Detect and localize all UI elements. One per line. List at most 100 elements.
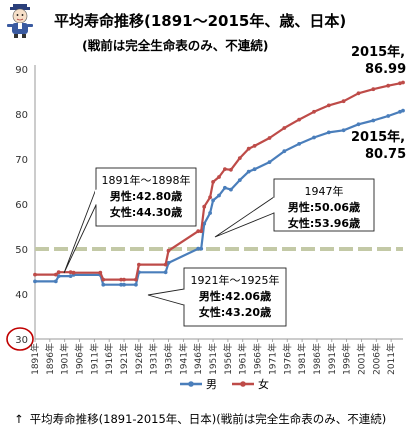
end-label-female: 86.99 [365,62,406,77]
data-point-male [223,185,227,190]
data-point-male [229,187,233,192]
y-tick-label: 50 [15,245,28,256]
data-point-female [223,167,227,172]
data-point-male [371,118,376,123]
x-tick-label: 1941年 [177,343,189,375]
data-point-male [237,178,242,183]
data-point-female [134,277,138,282]
annotation-pointer [214,196,275,238]
caption-text: 平均寿命推移(1891-2015年、日本)(戦前は完全生命表のみ、不連続) [29,412,387,426]
annotation-text: 男性:42.80歳 [110,189,182,203]
legend-marker-female [240,381,246,387]
data-point-female [122,277,126,282]
y-tick-label: 90 [15,65,28,76]
data-point-male [297,142,301,146]
data-point-female [202,204,207,209]
x-tick-label: 1931年 [148,343,160,375]
data-point-female [211,180,216,184]
x-tick-label: 1971年 [266,343,278,375]
up-arrow-icon: ↑ [14,412,24,426]
data-point-male [68,274,73,278]
data-point-female [229,167,233,172]
annotation-pointer [63,188,97,274]
x-tick-label: 1916年 [103,343,115,375]
data-point-male [163,270,168,275]
data-point-female [326,103,331,108]
annotation-box [273,178,375,232]
legend-label-female: 女 [258,377,269,391]
data-point-male [341,128,346,133]
data-point-female [199,229,204,234]
x-tick-label: 1911年 [88,343,100,375]
y-tick-label: 30 [15,335,28,346]
annotation-text: 女性:53.96歳 [288,216,360,230]
x-tick-label: 2006年 [370,343,382,375]
legend-label-male: 男 [206,378,217,391]
data-point-female [401,80,405,85]
data-point-female [386,83,391,88]
x-tick-label: 1996年 [341,343,353,375]
data-point-male [312,135,316,140]
data-point-female [56,270,61,275]
data-point-female [282,126,287,130]
data-point-female [217,175,221,179]
end-label-male: 80.75 [365,147,406,162]
x-tick-label: 1906年 [74,343,86,375]
data-point-female [246,146,251,151]
annotation-text: 女性:44.30歳 [110,205,182,219]
data-point-male [217,193,221,198]
figure-caption: ↑ 平均寿命推移(1891-2015年、日本)(戦前は完全生命表のみ、不連続) [0,407,419,431]
annotation-box [183,267,287,327]
annotation-text: 男性:50.06歳 [288,200,360,214]
data-point-female [371,87,376,92]
data-point-male [211,198,216,203]
x-tick-label: 1986年 [311,343,323,375]
data-point-female [119,277,123,282]
x-tick-label: 1891年 [29,343,41,375]
x-tick-label: 1946年 [192,343,204,375]
x-tick-label: 1961年 [237,343,249,375]
data-point-female [68,270,73,275]
life-expectancy-chart: 平均寿命推移(1891〜2015年、歳、日本) (戦前は完全生命表のみ、不連続)… [6,4,406,391]
data-point-male [246,169,251,174]
highlight-circle [6,327,34,351]
data-point-female [208,195,213,200]
data-point-male [282,149,287,154]
data-point-female [163,262,168,267]
x-tick-label: 1956年 [222,343,234,375]
data-point-female [137,262,141,267]
data-point-male [196,246,201,251]
data-point-female [33,272,37,277]
data-point-male [326,130,331,135]
data-point-female [297,117,301,122]
x-tick-label: 1976年 [281,343,293,375]
data-point-female [71,270,76,275]
end-label-male: 2015年, [351,129,405,145]
data-point-male [101,282,106,287]
data-point-male [33,279,37,284]
legend: 男女 [180,377,269,391]
chart-title: 平均寿命推移(1891〜2015年、歳、日本) [54,12,346,30]
annotation-text: 1921年〜1925年 [191,273,280,287]
data-point-male [53,279,58,284]
x-tick-label: 1991年 [326,343,338,375]
chart-subtitle: (戦前は完全生命表のみ、不連続) [82,38,268,53]
y-tick-label: 70 [15,155,28,166]
data-point-male [122,282,126,287]
data-point-female [252,144,257,148]
data-point-female [356,91,361,96]
x-tick-label: 1966年 [252,343,264,375]
x-tick-label: 1926年 [133,343,145,375]
mascot-icon [7,4,33,38]
data-point-female [101,277,106,282]
annotation-text: 1891年〜1898年 [102,173,191,187]
data-point-male [119,282,123,287]
data-point-male [267,160,272,165]
data-point-male [56,274,61,278]
annotation-text: 男性:42.06歳 [199,289,271,303]
annotation-pointer [147,288,185,306]
y-tick-label: 80 [15,110,28,121]
